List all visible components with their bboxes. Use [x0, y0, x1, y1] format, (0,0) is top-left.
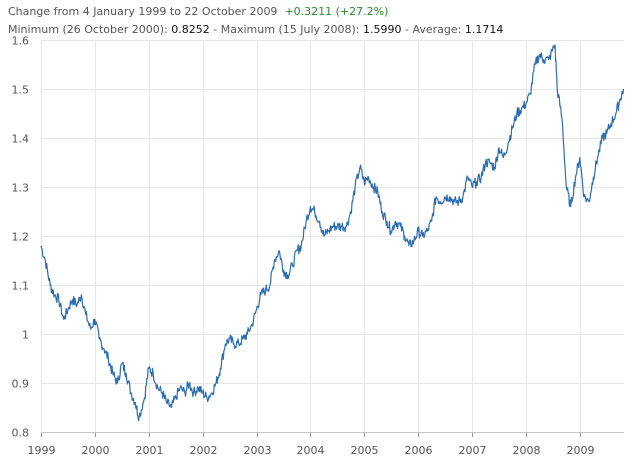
y-tick-label: 1.6: [12, 35, 30, 48]
x-tick-label: 1999: [28, 444, 56, 457]
y-tick-label: 1.2: [12, 231, 30, 244]
avg-label: Average:: [412, 23, 462, 36]
min-value: 0.8252: [171, 23, 210, 36]
x-tick-label: 2006: [405, 444, 433, 457]
y-tick-label: 0.9: [12, 378, 30, 391]
stats-separator: -: [401, 23, 413, 36]
axes: [41, 432, 624, 437]
change-prefix: Change from 4 January 1999 to 22 October…: [8, 5, 278, 18]
min-label: Minimum (26 October 2000):: [8, 23, 168, 36]
x-tick-label: 2003: [244, 444, 272, 457]
tick-labels: 0.8 0.9 1 1.1 1.2 1.3 1.4 1.5 1.6 1999 2000 2001 200…: [12, 35, 595, 458]
change-summary: Change from 4 January 1999 to 22 October…: [8, 4, 503, 19]
max-value: 1.5990: [363, 23, 402, 36]
stats-summary: Minimum (26 October 2000): 0.8252 - Maxi…: [8, 22, 503, 37]
y-tick-label: 1.3: [12, 182, 30, 195]
grid-lines: [41, 40, 624, 433]
change-value: +0.3211 (+27.2%): [284, 5, 389, 18]
x-tick-label: 2008: [513, 444, 541, 457]
avg-value: 1.1714: [464, 23, 504, 36]
x-tick-label: 2001: [136, 444, 164, 457]
y-tick-label: 0.8: [12, 427, 30, 440]
chart-header: Change from 4 January 1999 to 22 October…: [8, 4, 503, 37]
x-tick-label: 2009: [567, 444, 595, 457]
y-tick-label: 1.5: [12, 84, 30, 97]
x-tick-label: 2000: [82, 444, 110, 457]
x-tick-label: 2004: [297, 444, 325, 457]
x-tick-label: 2005: [351, 444, 379, 457]
stats-separator: -: [209, 23, 221, 36]
series-layer: [40, 44, 625, 422]
series-line: [40, 44, 625, 422]
max-label: Maximum (15 July 2008):: [220, 23, 360, 36]
x-tick-label: 2002: [190, 444, 218, 457]
y-tick-label: 1.4: [12, 133, 30, 146]
x-tick-label: 2007: [459, 444, 487, 457]
y-tick-label: 1: [22, 329, 29, 342]
y-tick-label: 1.1: [12, 280, 30, 293]
